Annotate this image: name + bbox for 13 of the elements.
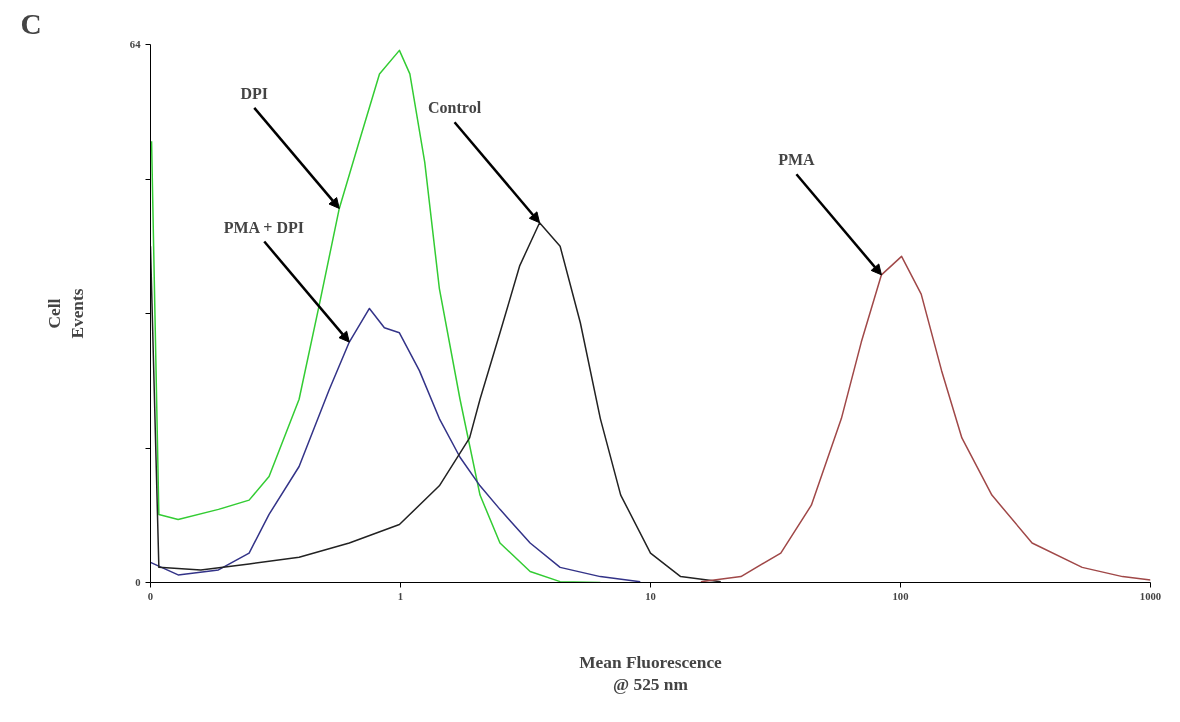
x-axis-title: Mean Fluorescence @ 525 nm [579, 652, 723, 695]
x-tick-label: 0 [147, 590, 154, 602]
x-tick-label: 100 [892, 590, 909, 602]
annotation: Control [428, 99, 482, 117]
annotation: DPI [240, 84, 269, 102]
x-tick-label: 10 [645, 590, 656, 602]
chart-title: C [20, 7, 42, 40]
x-tick-label: 1 [397, 590, 404, 602]
annotation: PMA + DPI [223, 218, 304, 236]
annotation: PMA [778, 151, 816, 169]
x-tick-label: 1000 [1139, 590, 1162, 602]
y-tick-label: 64 [129, 39, 142, 50]
y-axis-title: Cell Events [45, 288, 87, 339]
